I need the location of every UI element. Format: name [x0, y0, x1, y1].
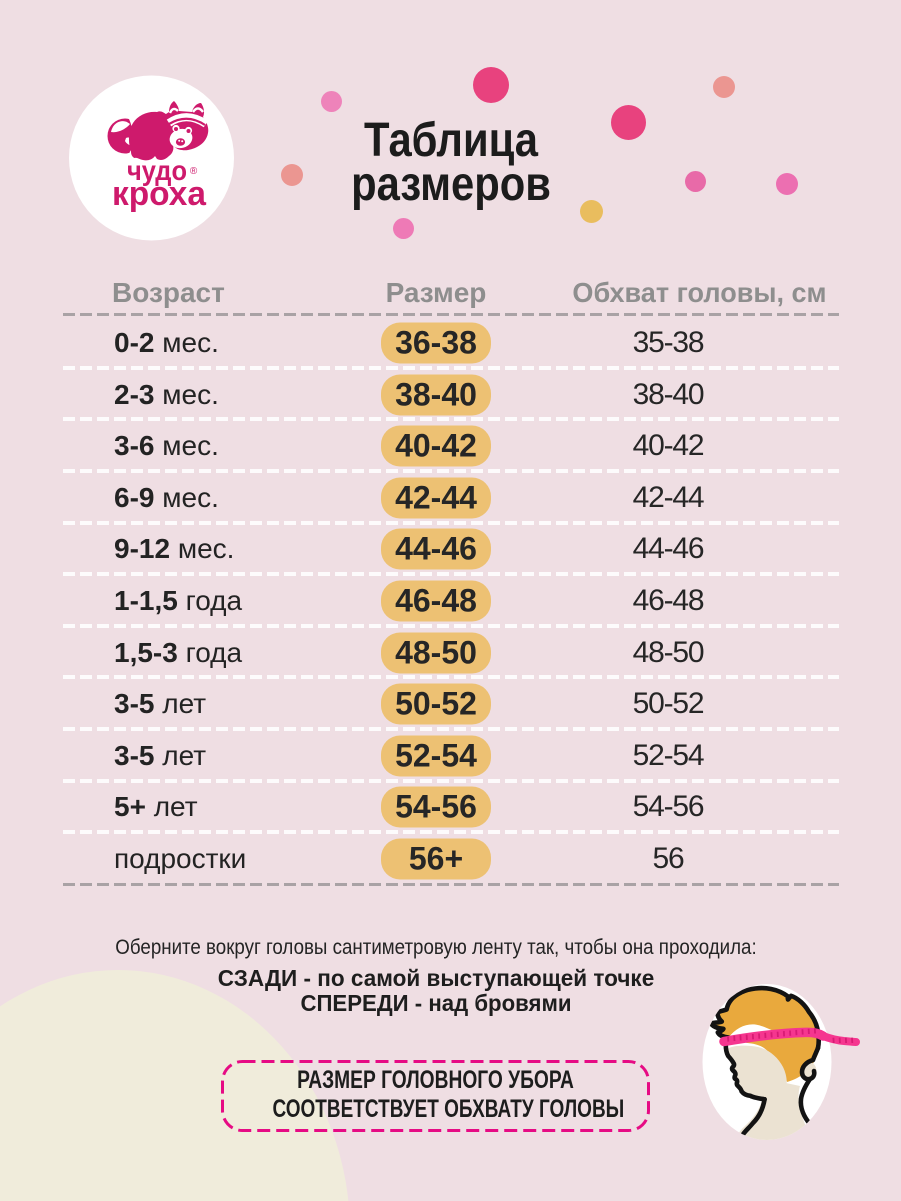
- svg-text:кроха: кроха: [112, 175, 207, 213]
- svg-text:чудо: чудо: [127, 155, 187, 186]
- svg-text:®: ®: [190, 166, 198, 177]
